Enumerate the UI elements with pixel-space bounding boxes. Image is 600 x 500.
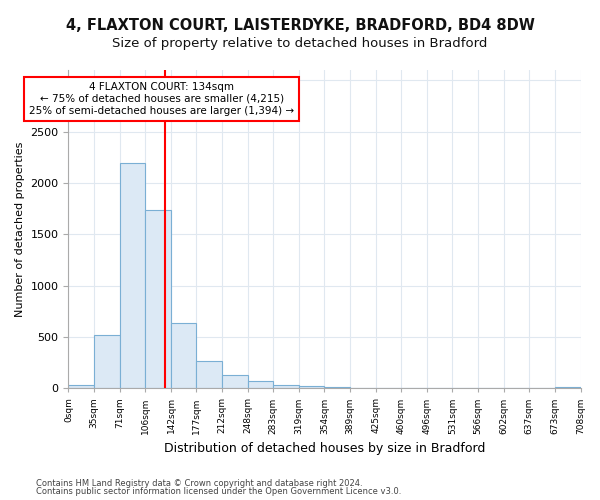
Bar [171, 323, 196, 388]
Bar [120, 164, 145, 388]
Bar [273, 385, 299, 388]
Text: 4 FLAXTON COURT: 134sqm
← 75% of detached houses are smaller (4,215)
25% of semi: 4 FLAXTON COURT: 134sqm ← 75% of detache… [29, 82, 294, 116]
Bar [299, 386, 325, 388]
Text: Contains public sector information licensed under the Open Government Licence v3: Contains public sector information licen… [36, 487, 401, 496]
Text: Contains HM Land Registry data © Crown copyright and database right 2024.: Contains HM Land Registry data © Crown c… [36, 478, 362, 488]
Text: 4, FLAXTON COURT, LAISTERDYKE, BRADFORD, BD4 8DW: 4, FLAXTON COURT, LAISTERDYKE, BRADFORD,… [65, 18, 535, 32]
Bar [145, 210, 171, 388]
X-axis label: Distribution of detached houses by size in Bradford: Distribution of detached houses by size … [164, 442, 485, 455]
Bar [94, 335, 120, 388]
Bar [196, 361, 222, 388]
Y-axis label: Number of detached properties: Number of detached properties [15, 142, 25, 317]
Bar [68, 385, 94, 388]
Bar [555, 386, 581, 388]
Text: Size of property relative to detached houses in Bradford: Size of property relative to detached ho… [112, 38, 488, 51]
Bar [222, 375, 248, 388]
Bar [248, 381, 273, 388]
